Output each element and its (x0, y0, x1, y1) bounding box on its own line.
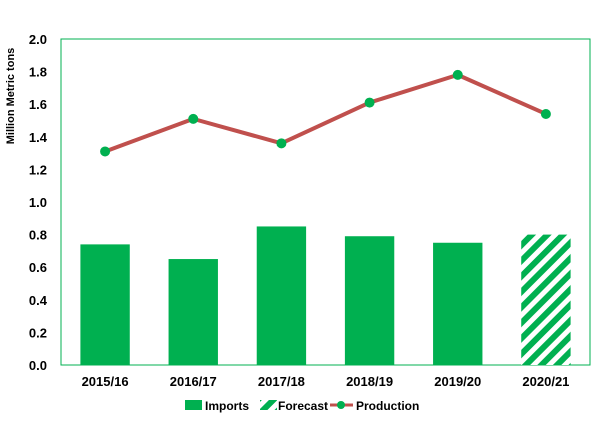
y-tick-label: 1.4 (29, 130, 48, 145)
production-line-group (100, 69, 551, 157)
x-tick-label: 2015/16 (82, 374, 129, 389)
forecast-bar (521, 234, 571, 365)
legend-label-production: Production (356, 399, 419, 413)
production-point (364, 97, 375, 108)
plot-area-border (60, 38, 591, 366)
legend-swatch-production-marker (337, 401, 345, 409)
imports-bar (168, 259, 218, 365)
production-point (452, 69, 463, 80)
production-point (276, 138, 287, 149)
production-point (540, 108, 551, 119)
y-tick-label: 1.2 (29, 162, 47, 177)
legend-swatch-imports (185, 400, 202, 410)
imports-bar (433, 242, 483, 365)
x-axis-ticks: 2015/16 2016/17 2017/18 2018/19 2019/20 2020/… (82, 374, 570, 389)
x-tick-label: 2019/20 (434, 374, 481, 389)
y-tick-label: 0.8 (29, 228, 47, 243)
x-tick-label: 2017/18 (258, 374, 305, 389)
y-tick-label: 0.4 (29, 293, 48, 308)
legend: Imports Forecast Production (185, 399, 419, 413)
y-tick-label: 1.8 (29, 65, 47, 80)
y-axis-ticks: 0.0 0.2 0.4 0.6 0.8 1.0 1.2 1.4 1.6 1.8 2.0 (29, 32, 48, 373)
y-tick-label: 0.2 (29, 325, 47, 340)
production-point (100, 146, 111, 157)
y-tick-label: 1.6 (29, 97, 47, 112)
y-axis-title: Million Metric tons (5, 48, 17, 145)
x-tick-label: 2020/21 (522, 374, 569, 389)
imports-bar (344, 236, 395, 365)
y-tick-label: 1.0 (29, 195, 47, 210)
x-tick-label: 2018/19 (346, 374, 393, 389)
bars-group (80, 226, 571, 365)
x-tick-label: 2016/17 (170, 374, 217, 389)
legend-label-imports: Imports (205, 399, 249, 413)
legend-label-forecast: Forecast (278, 399, 328, 413)
y-tick-label: 2.0 (29, 32, 47, 47)
y-tick-label: 0.6 (29, 260, 47, 275)
y-tick-label: 0.0 (29, 358, 47, 373)
production-line (104, 72, 547, 154)
production-point (188, 113, 199, 124)
imports-bar (80, 244, 130, 365)
imports-bar (256, 226, 307, 365)
legend-swatch-forecast (260, 400, 277, 410)
